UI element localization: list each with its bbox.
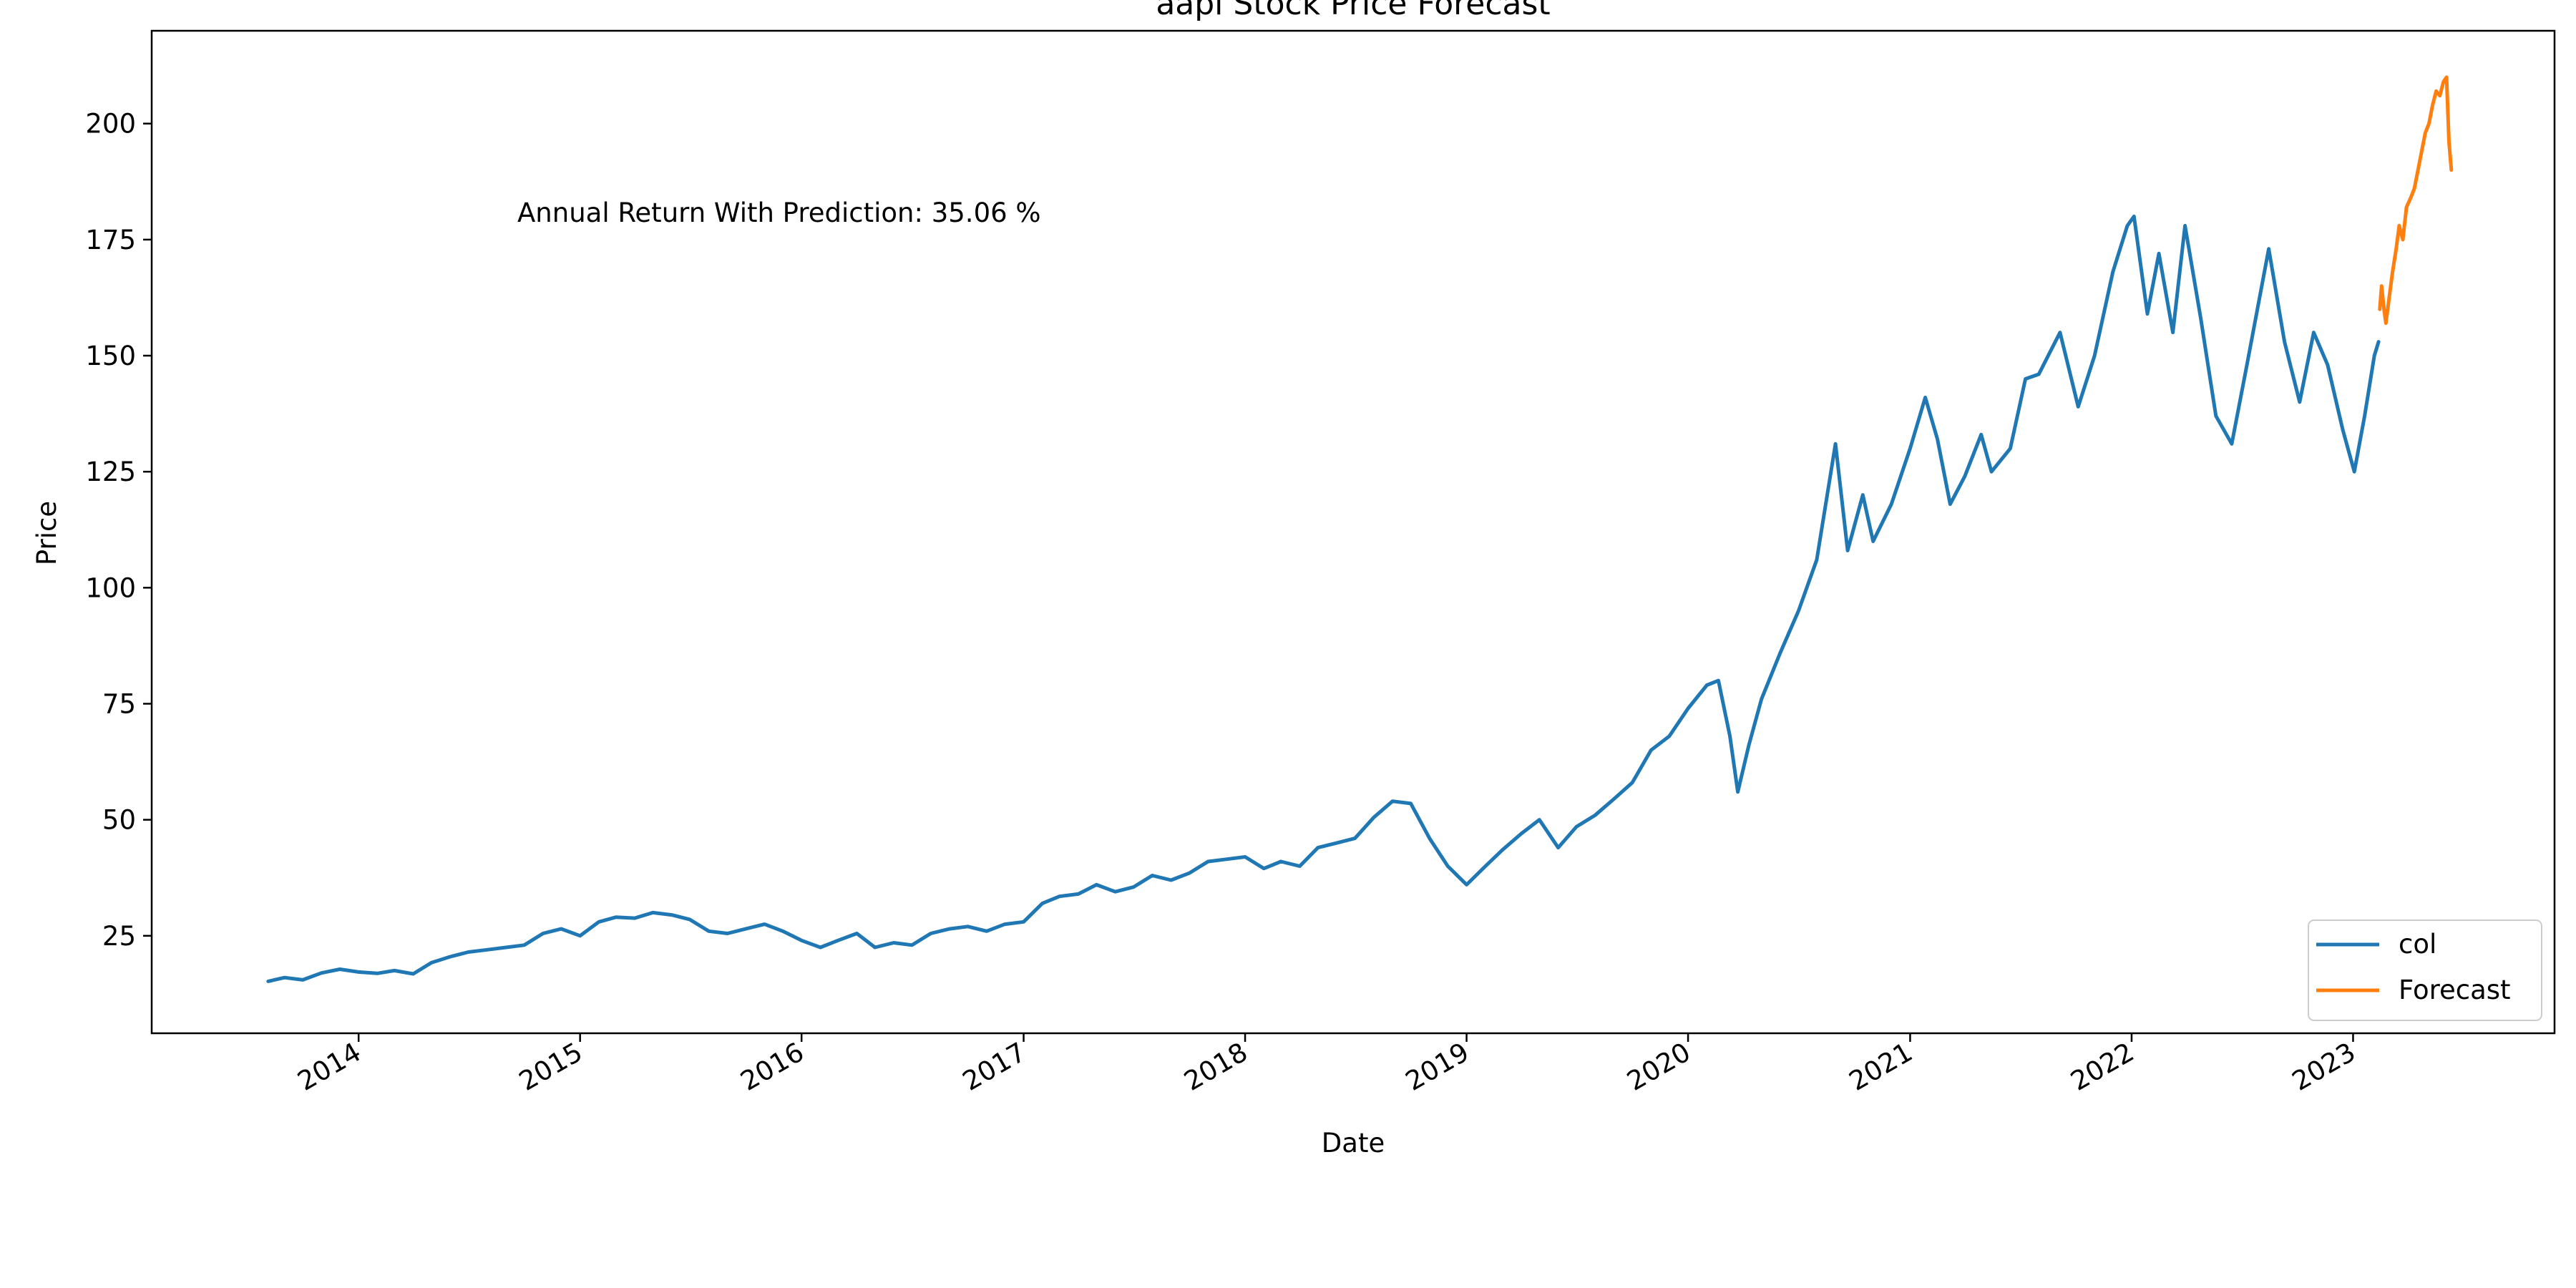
plot-frame: [150, 29, 2556, 1035]
legend: col Forecast: [2308, 919, 2542, 1021]
y-axis-ticks: 25 50 75 100 125 150 175 200: [85, 109, 152, 952]
y-tick-label: 25: [102, 921, 136, 952]
y-tick-label: 125: [85, 457, 136, 487]
y-tick-label: 175: [85, 225, 136, 255]
chart-title: aapl Stock Price Forecast: [1156, 0, 1550, 22]
y-tick-label: 75: [102, 688, 136, 719]
y-tick-label: 100: [85, 572, 136, 603]
series-layer: [266, 75, 2454, 983]
annual-return-annotation: Annual Return With Prediction: 35.06 %: [517, 197, 1041, 228]
series-line-forecast: [2378, 75, 2454, 326]
legend-label-forecast: Forecast: [2399, 975, 2511, 1005]
y-tick-label: 50: [102, 805, 136, 836]
legend-label-col: col: [2399, 929, 2436, 960]
y-tick-label: 200: [85, 109, 136, 140]
series-line-col: [266, 214, 2381, 983]
x-axis-title: Date: [1322, 1128, 1385, 1158]
y-tick-label: 150: [85, 341, 136, 371]
y-axis-title: Price: [31, 501, 62, 565]
